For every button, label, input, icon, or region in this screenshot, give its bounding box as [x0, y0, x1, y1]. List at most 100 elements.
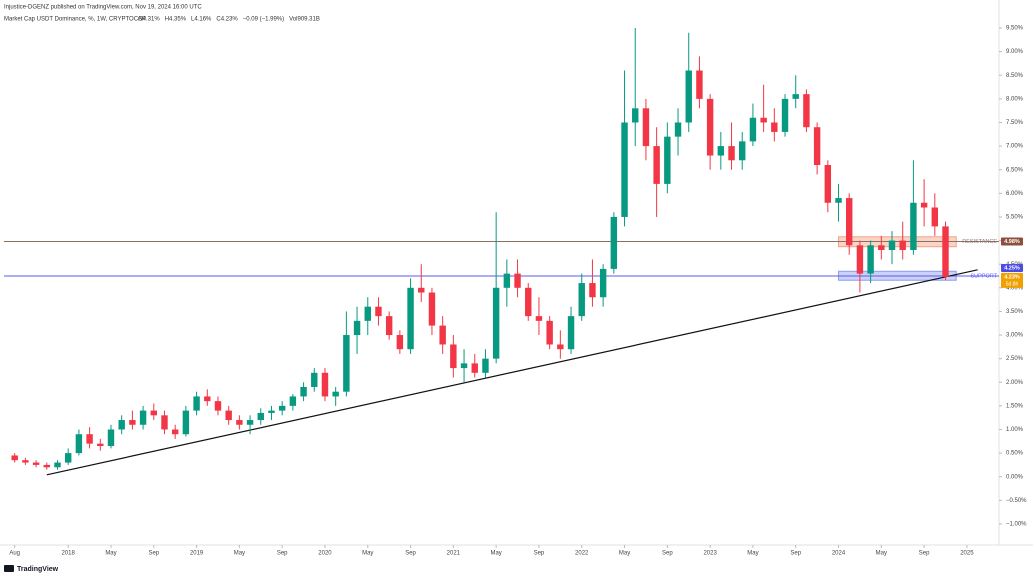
- y-tick-label: 6.50%: [1006, 167, 1024, 173]
- candle-body: [75, 434, 83, 454]
- candle-body: [514, 273, 521, 288]
- y-tick-label: 9.00%: [1006, 49, 1024, 55]
- candle-body: [503, 273, 511, 288]
- candle-body: [439, 325, 446, 345]
- y-tick-label: 2.00%: [1006, 380, 1024, 386]
- level-name: RESISTANCE: [962, 239, 997, 245]
- y-tick-label: 4.00%: [1006, 285, 1024, 291]
- candle-body: [685, 70, 692, 123]
- candle-body: [632, 108, 639, 123]
- candle-body: [920, 202, 928, 208]
- x-tick-label: Sep: [405, 551, 416, 557]
- candle-body: [535, 316, 543, 321]
- x-tick-label: Sep: [790, 551, 801, 557]
- y-tick-label: −0.50%: [1006, 498, 1027, 504]
- candle-body: [621, 122, 628, 217]
- y-tick-label: 7.50%: [1006, 120, 1024, 126]
- candle-body: [22, 460, 29, 463]
- y-tick-label: −1.00%: [1006, 522, 1027, 528]
- candle-body: [910, 202, 917, 251]
- candle-body: [835, 198, 842, 203]
- level-name: SUPPORT: [971, 273, 998, 279]
- publisher: Injustice-DGENZ published on TradingView…: [4, 5, 202, 11]
- x-tick-label: 2021: [447, 551, 461, 557]
- candle-body: [86, 434, 93, 444]
- candle-body: [225, 410, 232, 421]
- y-tick-label: 3.00%: [1006, 333, 1024, 339]
- x-tick-label: 2023: [703, 551, 717, 557]
- resistance-tag: 4.98%: [1004, 239, 1020, 245]
- resistance-tag-bg: [1001, 237, 1023, 246]
- candle-body: [664, 136, 671, 184]
- candle-body: [803, 94, 810, 128]
- y-tick-label: 1.00%: [1006, 427, 1024, 433]
- candle-body: [171, 429, 179, 435]
- symbol: Market Cap USDT Dominance, %, 1W, CRYPTO…: [4, 17, 146, 23]
- x-tick-label: Aug: [9, 551, 20, 557]
- candle-body: [204, 396, 211, 402]
- candle-body: [706, 98, 714, 156]
- candle-body: [214, 401, 222, 411]
- brand-logo: [4, 565, 14, 572]
- candle-body: [557, 344, 564, 350]
- candle-body: [182, 410, 190, 435]
- y-tick-label: 6.00%: [1006, 191, 1024, 197]
- candle-body: [931, 207, 939, 227]
- ohlc-item: Vol909.31B: [289, 17, 320, 23]
- x-tick-label: Sep: [919, 551, 930, 557]
- support-tag-bg: [1001, 263, 1023, 272]
- candle-body: [492, 287, 500, 359]
- y-tick-label: 9.50%: [1006, 26, 1024, 32]
- y-tick-label: 0.50%: [1006, 451, 1024, 457]
- x-tick-label: Sep: [534, 551, 545, 557]
- candle-body: [525, 287, 532, 317]
- candle-body: [674, 122, 682, 137]
- x-tick-label: 2022: [575, 551, 589, 557]
- candle-body: [236, 420, 243, 425]
- candle-body: [589, 283, 596, 298]
- ohlc-item: −0.09 (−1.99%): [243, 17, 284, 23]
- y-tick-label: 2.50%: [1006, 356, 1024, 362]
- candle-body: [311, 372, 318, 387]
- ohlc-item: L4.16%: [191, 17, 212, 23]
- candle-body: [375, 306, 382, 317]
- candle-body: [407, 287, 414, 350]
- y-tick-label: 5.50%: [1006, 215, 1024, 221]
- candle-body: [878, 245, 885, 251]
- candle-body: [771, 122, 778, 132]
- candle-body: [899, 240, 906, 251]
- candle-body: [43, 464, 51, 468]
- candle-body: [321, 372, 329, 397]
- candle-body: [118, 420, 125, 430]
- y-tick-label: 0.00%: [1006, 474, 1024, 480]
- candle-body: [792, 94, 799, 99]
- candle-body: [567, 316, 575, 350]
- candle-body: [364, 306, 371, 321]
- candle-body: [856, 245, 864, 274]
- x-tick-label: 2019: [190, 551, 204, 557]
- x-tick-label: Sep: [662, 551, 673, 557]
- x-tick-label: May: [234, 551, 245, 557]
- countdown: 5d 8h: [1006, 281, 1019, 287]
- x-tick-label: May: [362, 551, 373, 557]
- y-tick-label: 7.00%: [1006, 144, 1024, 150]
- x-tick-label: 2024: [832, 551, 846, 557]
- candle-body: [161, 415, 168, 430]
- candle-body: [867, 245, 874, 274]
- y-tick-label: 1.50%: [1006, 403, 1024, 409]
- candle-body: [760, 117, 767, 123]
- candle-body: [482, 358, 489, 373]
- candle-body: [450, 344, 457, 369]
- candle-body: [653, 146, 660, 184]
- candle-body: [824, 164, 832, 203]
- candle-body: [846, 198, 853, 246]
- ohlc-item: C4.23%: [216, 17, 238, 23]
- ohlc-item: H4.35%: [165, 17, 187, 23]
- candle-body: [139, 410, 147, 425]
- candle-body: [385, 316, 393, 336]
- candle-body: [813, 127, 821, 165]
- candle-body: [599, 268, 607, 298]
- candle-body: [546, 320, 553, 345]
- candle-body: [428, 292, 436, 326]
